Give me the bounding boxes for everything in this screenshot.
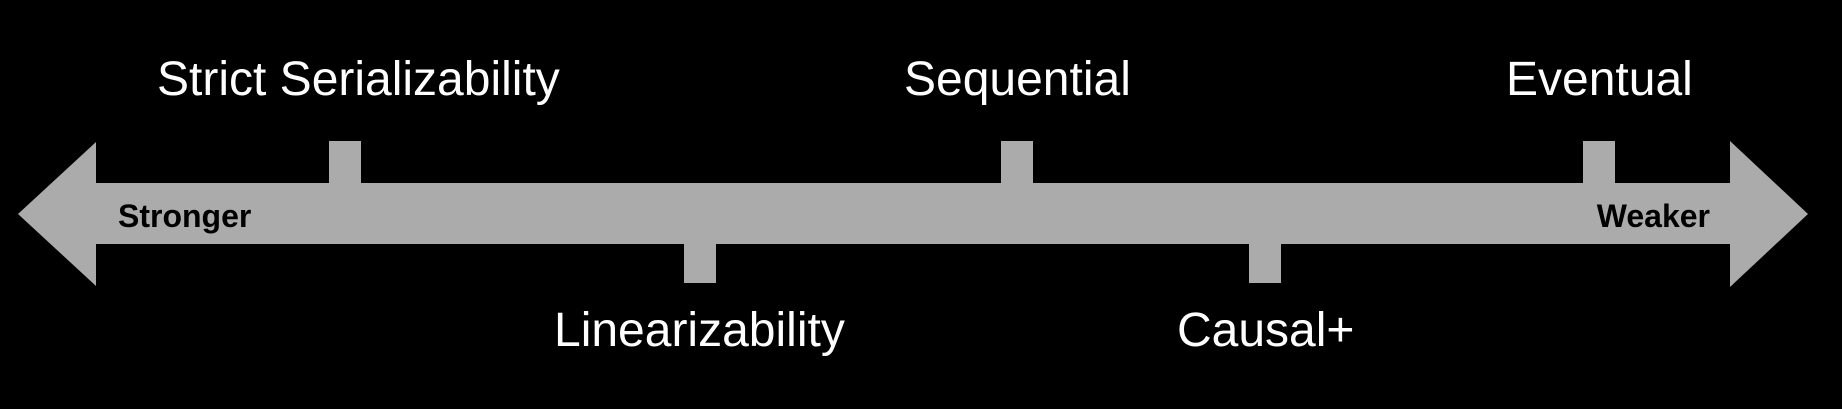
tick-strict-serializability bbox=[329, 141, 361, 185]
model-label-causal-plus: Causal+ bbox=[1177, 304, 1354, 357]
tick-causal-plus bbox=[1249, 242, 1281, 283]
model-label-strict-serializability: Strict Serializability bbox=[157, 53, 560, 106]
tick-eventual bbox=[1583, 141, 1615, 185]
model-label-linearizability: Linearizability bbox=[554, 304, 845, 357]
double-headed-arrow bbox=[18, 141, 1808, 287]
stronger-label: Stronger bbox=[118, 198, 251, 234]
model-label-eventual: Eventual bbox=[1506, 53, 1693, 106]
weaker-label: Weaker bbox=[1597, 198, 1710, 234]
tick-linearizability bbox=[684, 242, 716, 283]
model-label-sequential: Sequential bbox=[904, 53, 1131, 106]
tick-sequential bbox=[1001, 141, 1033, 185]
